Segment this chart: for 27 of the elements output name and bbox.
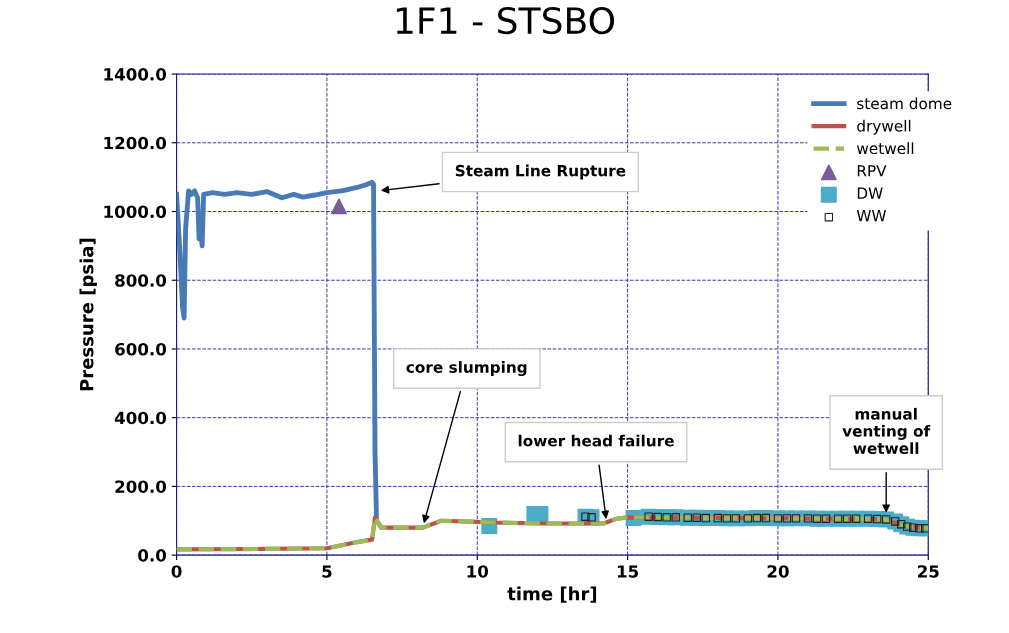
x-tick-label: 25 — [918, 565, 939, 578]
x-axis-title: time [hr] — [507, 586, 597, 603]
y-tick-label: 1400.0 — [104, 68, 167, 81]
chart-title: 1F1 - STSBO — [396, 6, 615, 35]
legend-label: RPV — [857, 165, 887, 177]
x-tick-label: 10 — [467, 565, 489, 578]
annotation: lower head failure — [518, 434, 674, 447]
y-tick-label: 1000.0 — [104, 205, 167, 219]
legend-label: DW — [857, 187, 883, 199]
y-tick-label: 0.0 — [138, 549, 167, 562]
y-tick-label: 200.0 — [115, 480, 167, 493]
legend-label: drywell — [857, 119, 911, 135]
x-tick-label: 15 — [617, 565, 639, 578]
annotation: Steam Line Rupture — [455, 164, 626, 180]
y-tick-label: 800.0 — [115, 274, 167, 287]
y-axis-title: Pressure [psia] — [79, 238, 97, 391]
legend-label: steam dome — [857, 97, 952, 110]
y-tick-label: 1200.0 — [104, 136, 167, 150]
x-tick-label: 0 — [171, 565, 182, 578]
y-tick-label: 600.0 — [115, 342, 167, 356]
y-tick-label: 400.0 — [114, 411, 167, 425]
x-tick-label: 20 — [767, 565, 789, 578]
annotation: core slumping — [406, 361, 527, 376]
x-tick-label: 5 — [322, 565, 332, 578]
legend-label: wetwell — [856, 142, 914, 155]
legend-label: WW — [856, 210, 887, 222]
annotation: manual venting of wetwell — [842, 407, 931, 455]
